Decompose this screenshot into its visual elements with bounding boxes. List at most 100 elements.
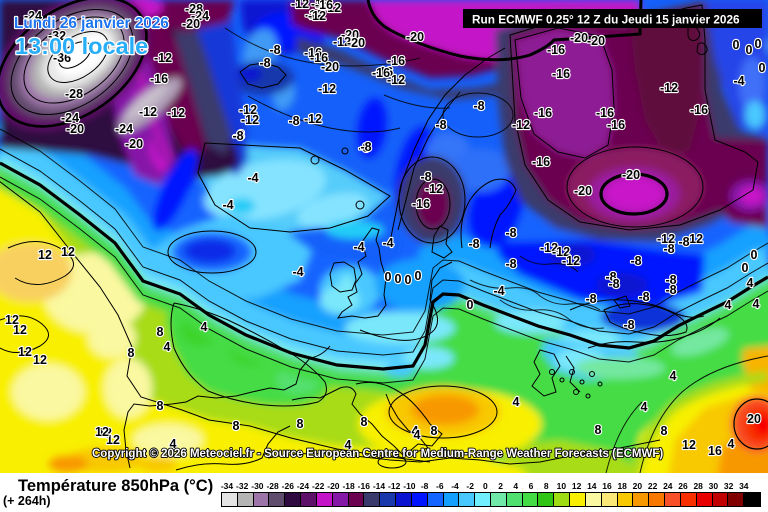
svg-text:-20: -20: [66, 122, 84, 136]
svg-text:-20: -20: [622, 168, 640, 182]
svg-text:-24: -24: [61, 111, 79, 125]
svg-text:-16: -16: [552, 67, 570, 81]
svg-text:4: 4: [164, 340, 171, 354]
svg-text:-8: -8: [505, 226, 516, 240]
svg-text:4: 4: [753, 297, 760, 311]
svg-text:-8: -8: [678, 235, 689, 249]
svg-text:-12: -12: [291, 0, 309, 11]
svg-text:-12: -12: [139, 105, 157, 119]
svg-text:4: 4: [345, 438, 352, 452]
svg-text:4: 4: [670, 369, 677, 383]
svg-text:-8: -8: [473, 99, 484, 113]
svg-text:0: 0: [746, 43, 753, 57]
svg-text:-8: -8: [232, 129, 243, 143]
svg-text:-16: -16: [532, 155, 550, 169]
svg-text:-12: -12: [304, 112, 322, 126]
svg-text:8: 8: [661, 424, 668, 438]
svg-text:-12: -12: [657, 232, 675, 246]
svg-text:-8: -8: [420, 170, 431, 184]
svg-text:Lundi 26 janvier 2026: Lundi 26 janvier 2026: [14, 15, 169, 32]
svg-text:4: 4: [414, 428, 421, 442]
svg-text:-20: -20: [125, 137, 143, 151]
svg-text:-4: -4: [733, 74, 744, 88]
svg-text:Run ECMWF 0.25° 12 Z du Jeudi: Run ECMWF 0.25° 12 Z du Jeudi 15 janvier…: [472, 13, 740, 27]
svg-text:-8: -8: [605, 270, 616, 284]
svg-text:0: 0: [415, 269, 422, 283]
svg-text:-8: -8: [435, 118, 446, 132]
svg-text:Copyright © 2026 Meteociel.fr: Copyright © 2026 Meteociel.fr - Source E…: [92, 448, 663, 460]
svg-text:-12: -12: [239, 103, 257, 117]
svg-text:12: 12: [33, 353, 47, 367]
svg-text:-12: -12: [685, 232, 703, 246]
svg-text:8: 8: [595, 423, 602, 437]
svg-text:20: 20: [747, 412, 761, 426]
svg-text:-16: -16: [690, 103, 708, 117]
svg-text:12: 12: [682, 438, 696, 452]
svg-text:-20: -20: [346, 36, 364, 50]
svg-text:12: 12: [61, 245, 75, 259]
svg-text:-12: -12: [552, 245, 570, 259]
svg-text:4: 4: [725, 298, 732, 312]
svg-text:0: 0: [755, 37, 762, 51]
svg-text:-8: -8: [623, 318, 634, 332]
svg-text:-12: -12: [167, 106, 185, 120]
svg-text:8: 8: [157, 325, 164, 339]
svg-text:-12: -12: [318, 82, 336, 96]
svg-text:-20: -20: [341, 28, 359, 42]
svg-text:12: 12: [38, 248, 52, 262]
svg-text:-8: -8: [358, 141, 369, 155]
svg-text:-20: -20: [406, 30, 424, 44]
svg-text:-20: -20: [321, 60, 339, 74]
svg-text:-16: -16: [311, 0, 329, 11]
svg-text:12: 12: [5, 313, 19, 327]
svg-text:-16: -16: [547, 43, 565, 57]
svg-text:4: 4: [201, 320, 208, 334]
svg-text:-12: -12: [241, 113, 259, 127]
svg-text:0: 0: [405, 273, 412, 287]
svg-text:-8: -8: [269, 43, 280, 57]
svg-text:-24: -24: [24, 9, 42, 23]
svg-text:-8: -8: [233, 128, 244, 142]
svg-text:-20: -20: [574, 184, 592, 198]
svg-text:-20: -20: [587, 34, 605, 48]
svg-text:12: 12: [98, 426, 112, 440]
svg-text:8: 8: [157, 399, 164, 413]
svg-text:13:00 locale: 13:00 locale: [15, 33, 148, 59]
svg-text:-8: -8: [468, 237, 479, 251]
svg-text:-16: -16: [304, 46, 322, 60]
svg-text:-16: -16: [534, 106, 552, 120]
svg-text:0: 0: [742, 261, 749, 275]
svg-text:-36: -36: [53, 51, 71, 65]
svg-text:-16: -16: [310, 51, 328, 65]
svg-text:4: 4: [412, 424, 419, 438]
svg-text:12: 12: [106, 433, 120, 447]
svg-text:-8: -8: [665, 273, 676, 287]
svg-text:-28: -28: [185, 2, 203, 16]
svg-text:-12: -12: [305, 8, 323, 22]
svg-text:4: 4: [641, 400, 648, 414]
svg-text:-16: -16: [150, 72, 168, 86]
svg-text:-28: -28: [65, 87, 83, 101]
svg-text:-4: -4: [493, 284, 504, 298]
svg-text:0: 0: [733, 38, 740, 52]
svg-text:-12: -12: [660, 81, 678, 95]
svg-text:-12: -12: [387, 73, 405, 87]
svg-text:-20: -20: [570, 31, 588, 45]
svg-text:-16: -16: [607, 118, 625, 132]
svg-text:-20: -20: [182, 17, 200, 31]
svg-text:-24: -24: [191, 9, 209, 23]
svg-text:-4: -4: [222, 198, 233, 212]
svg-text:-8: -8: [505, 257, 516, 271]
svg-text:-12: -12: [425, 182, 443, 196]
svg-text:-16: -16: [412, 197, 430, 211]
svg-text:4: 4: [170, 437, 177, 451]
svg-text:8: 8: [128, 346, 135, 360]
svg-text:-12: -12: [308, 9, 326, 23]
svg-text:16: 16: [708, 444, 722, 458]
svg-text:0: 0: [395, 272, 402, 286]
svg-text:-12: -12: [323, 1, 341, 15]
svg-text:4: 4: [728, 437, 735, 451]
svg-text:-12: -12: [154, 51, 172, 65]
svg-text:8: 8: [233, 419, 240, 433]
svg-text:-8: -8: [663, 242, 674, 256]
